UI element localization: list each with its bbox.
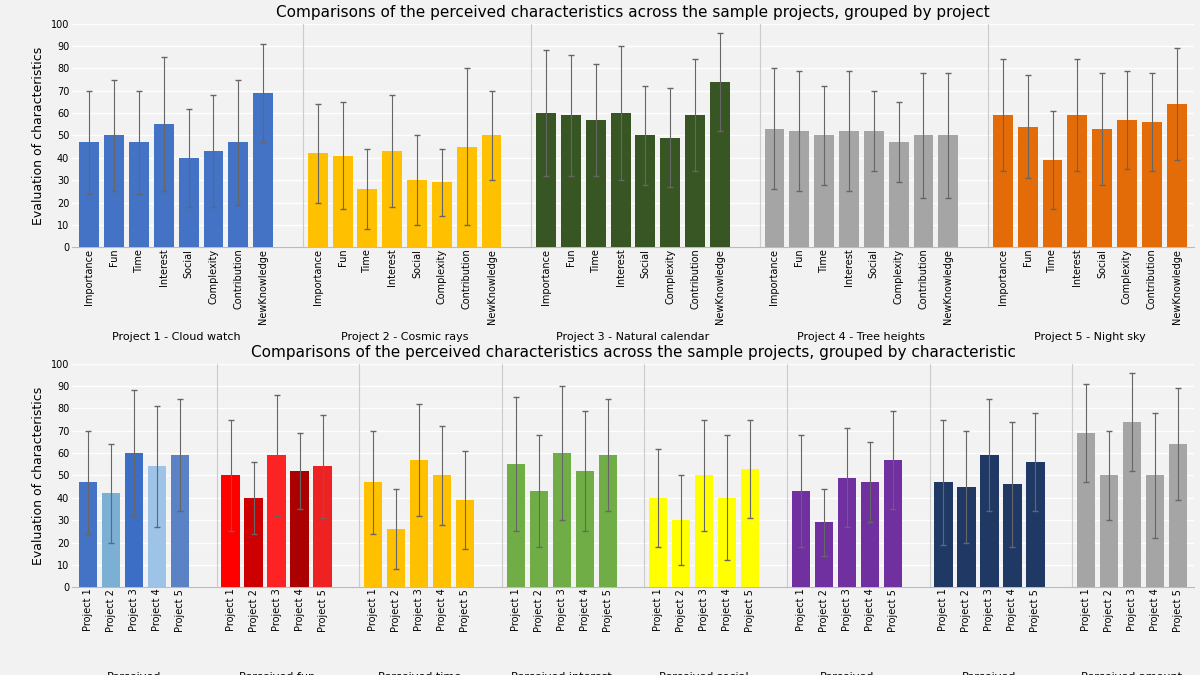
- Bar: [308, 153, 328, 247]
- Bar: [860, 482, 880, 587]
- Bar: [764, 129, 785, 247]
- Bar: [958, 487, 976, 587]
- Bar: [695, 475, 714, 587]
- Bar: [992, 115, 1013, 247]
- Bar: [883, 460, 902, 587]
- Bar: [457, 146, 476, 247]
- Bar: [506, 464, 524, 587]
- Text: Perceived
complexity: Perceived complexity: [816, 672, 877, 675]
- Bar: [148, 466, 167, 587]
- Bar: [586, 119, 606, 247]
- Bar: [130, 142, 149, 247]
- Bar: [79, 142, 100, 247]
- Bar: [364, 482, 383, 587]
- Bar: [1003, 485, 1021, 587]
- Bar: [204, 151, 223, 247]
- Text: Perceived
importance: Perceived importance: [102, 672, 166, 675]
- Bar: [456, 500, 474, 587]
- Bar: [599, 456, 617, 587]
- Bar: [718, 497, 737, 587]
- Bar: [1026, 462, 1044, 587]
- Bar: [649, 497, 667, 587]
- Bar: [432, 182, 451, 247]
- Bar: [1092, 129, 1112, 247]
- Title: Comparisons of the perceived characteristics across the sample projects, grouped: Comparisons of the perceived characteris…: [251, 345, 1015, 360]
- Y-axis label: Evaluation of characteristics: Evaluation of characteristics: [32, 386, 46, 564]
- Bar: [562, 115, 581, 247]
- Bar: [125, 453, 143, 587]
- Bar: [980, 456, 998, 587]
- Text: Project 3 - Natural calendar: Project 3 - Natural calendar: [557, 332, 709, 342]
- Bar: [1146, 475, 1164, 587]
- Bar: [170, 456, 190, 587]
- Bar: [672, 520, 690, 587]
- Bar: [611, 113, 630, 247]
- Bar: [685, 115, 704, 247]
- Bar: [154, 124, 174, 247]
- Bar: [1117, 119, 1136, 247]
- Bar: [934, 482, 953, 587]
- Bar: [386, 529, 406, 587]
- Bar: [407, 180, 427, 247]
- Bar: [1018, 126, 1038, 247]
- Text: Perceived social
connection: Perceived social connection: [660, 672, 749, 675]
- Bar: [742, 468, 760, 587]
- Bar: [410, 460, 428, 587]
- Bar: [552, 453, 571, 587]
- Bar: [481, 136, 502, 247]
- Bar: [222, 475, 240, 587]
- Text: Project 4 - Tree heights: Project 4 - Tree heights: [797, 332, 925, 342]
- Bar: [839, 131, 859, 247]
- Text: Project 1 - Cloud watch: Project 1 - Cloud watch: [112, 332, 240, 342]
- Bar: [864, 131, 883, 247]
- Bar: [1099, 475, 1118, 587]
- Bar: [1166, 104, 1187, 247]
- Bar: [433, 475, 451, 587]
- Bar: [104, 136, 124, 247]
- Bar: [332, 155, 353, 247]
- Bar: [313, 466, 332, 587]
- Bar: [815, 522, 833, 587]
- Bar: [1142, 122, 1162, 247]
- Bar: [245, 497, 263, 587]
- Bar: [636, 136, 655, 247]
- Text: Perceived time
consumption: Perceived time consumption: [378, 672, 461, 675]
- Bar: [1068, 115, 1087, 247]
- Bar: [710, 82, 730, 247]
- Bar: [536, 113, 556, 247]
- Bar: [576, 471, 594, 587]
- Text: Perceived amount
of new knowledge: Perceived amount of new knowledge: [1081, 672, 1183, 675]
- Bar: [268, 456, 286, 587]
- Bar: [815, 136, 834, 247]
- Y-axis label: Evaluation of characteristics: Evaluation of characteristics: [32, 47, 46, 225]
- Text: Perceived
contribution: Perceived contribution: [955, 672, 1024, 675]
- Bar: [660, 138, 680, 247]
- Bar: [1043, 160, 1062, 247]
- Bar: [1076, 433, 1096, 587]
- Bar: [1123, 422, 1141, 587]
- Bar: [913, 136, 934, 247]
- Bar: [529, 491, 548, 587]
- Bar: [228, 142, 248, 247]
- Bar: [102, 493, 120, 587]
- Text: Perceived interest: Perceived interest: [511, 672, 612, 675]
- Title: Comparisons of the perceived characteristics across the sample projects, grouped: Comparisons of the perceived characteris…: [276, 5, 990, 20]
- Bar: [1169, 444, 1187, 587]
- Bar: [790, 131, 809, 247]
- Bar: [838, 478, 856, 587]
- Bar: [938, 136, 958, 247]
- Bar: [889, 142, 908, 247]
- Bar: [253, 93, 274, 247]
- Bar: [79, 482, 97, 587]
- Bar: [358, 189, 377, 247]
- Bar: [792, 491, 810, 587]
- Bar: [383, 151, 402, 247]
- Text: Perceived fun: Perceived fun: [239, 672, 314, 675]
- Bar: [290, 471, 308, 587]
- Text: Project 5 - Night sky: Project 5 - Night sky: [1034, 332, 1146, 342]
- Text: Project 2 - Cosmic rays: Project 2 - Cosmic rays: [341, 332, 468, 342]
- Bar: [179, 158, 198, 247]
